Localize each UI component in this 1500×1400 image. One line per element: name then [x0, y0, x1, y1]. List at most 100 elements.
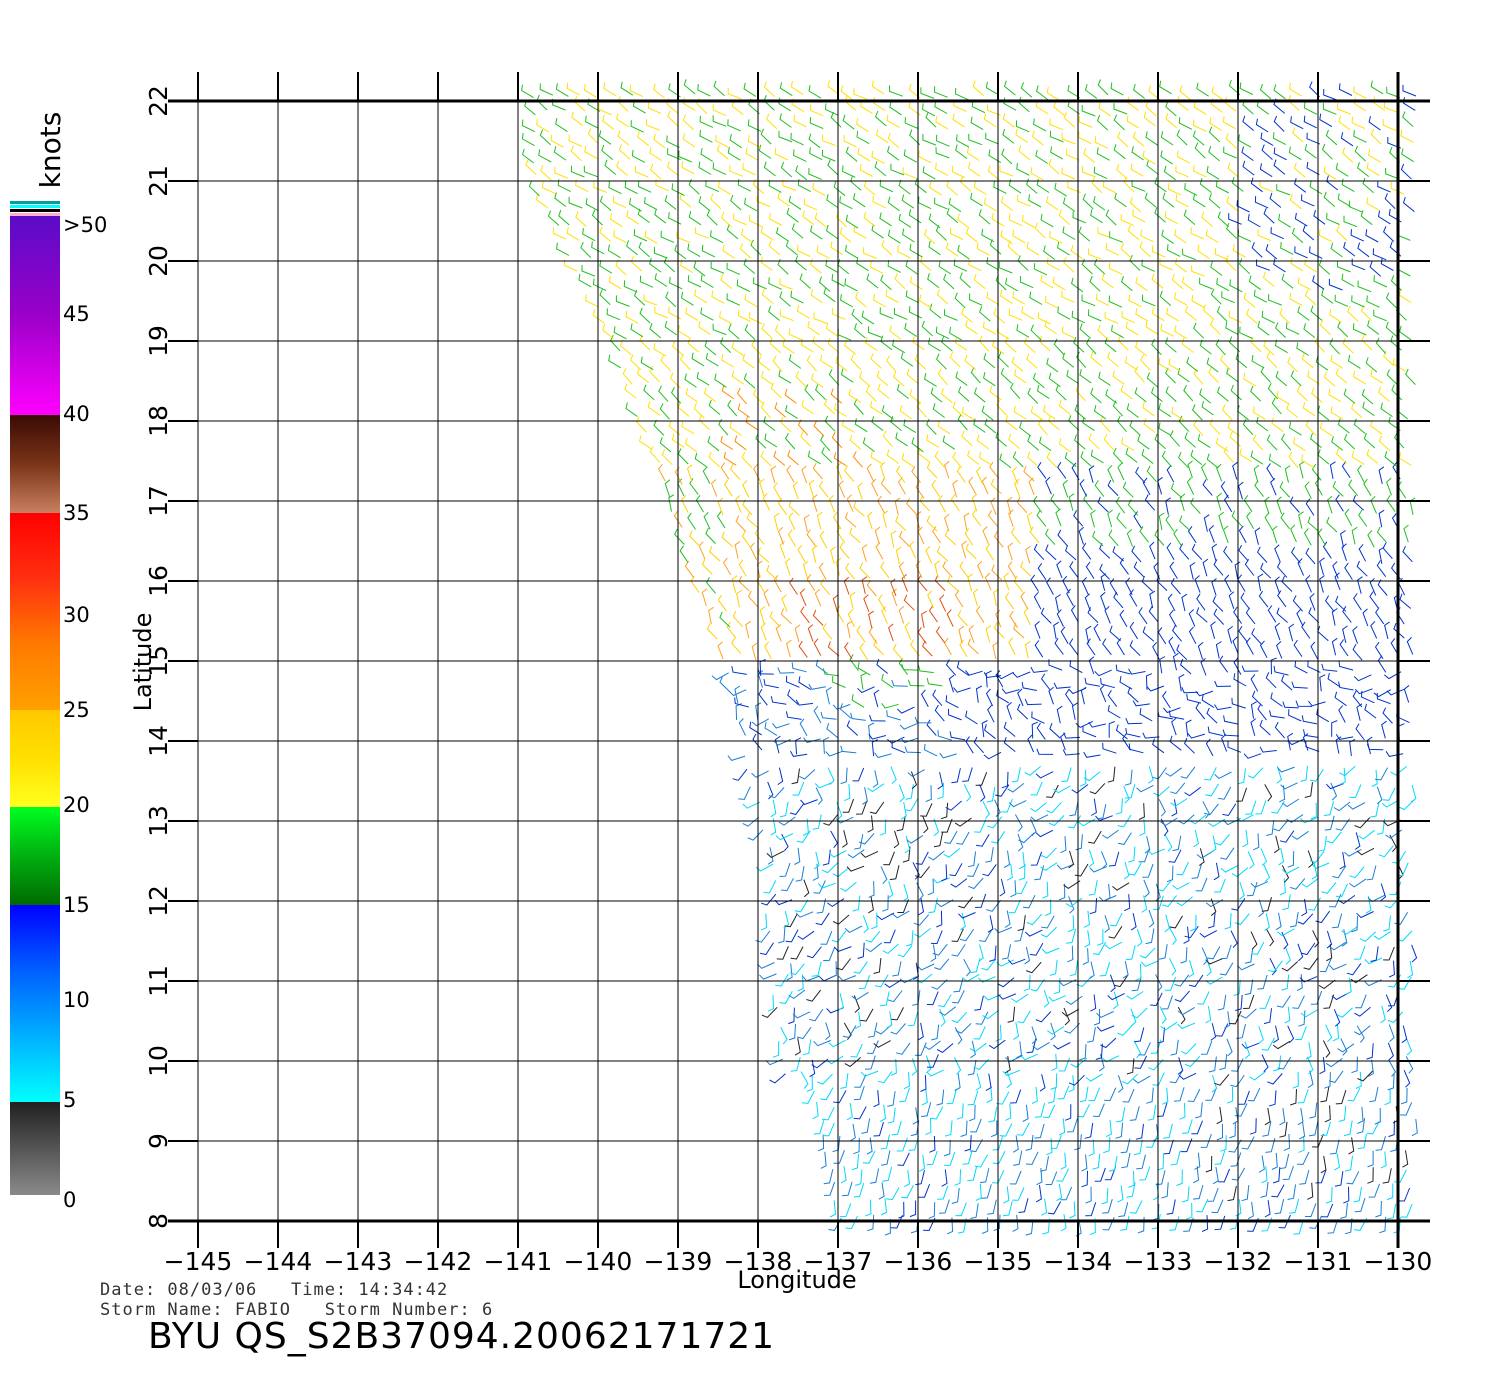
wind-barb [687, 512, 696, 530]
wind-barb [550, 134, 564, 148]
wind-barb [1166, 464, 1175, 483]
wind-barb [1031, 130, 1044, 146]
wind-barb [1338, 83, 1353, 96]
wind-barb [883, 929, 896, 944]
wind-barb [1149, 541, 1156, 560]
wind-barb [887, 881, 894, 899]
wind-barb [1269, 957, 1277, 976]
wind-barb [1003, 1186, 1010, 1204]
wind-barb [917, 1022, 924, 1041]
wind-barb [1096, 147, 1110, 161]
wind-barb [1125, 718, 1143, 725]
wind-barb [838, 480, 846, 498]
wind-barb [983, 353, 996, 369]
wind-barb [1005, 1103, 1012, 1121]
wind-barb [783, 910, 790, 929]
wind-barb [1377, 210, 1391, 225]
wind-barb [734, 541, 741, 559]
wind-barb [1056, 1168, 1069, 1182]
wind-barb [1113, 114, 1125, 131]
wind-barb [919, 495, 931, 512]
wind-barb [785, 405, 798, 419]
wind-barb [1290, 257, 1304, 272]
wind-barb [1196, 82, 1209, 97]
y-tick-label: 22 [144, 85, 173, 117]
wind-barb [954, 1169, 962, 1186]
wind-barb [778, 816, 796, 826]
wind-barb [942, 561, 953, 578]
wind-barb [982, 864, 997, 877]
wind-barb [852, 451, 863, 468]
wind-barb [1062, 197, 1076, 212]
wind-barb [1205, 783, 1219, 797]
wind-barb [1275, 370, 1288, 387]
wind-barb [668, 211, 682, 225]
wind-barb [809, 104, 824, 117]
wind-barb [948, 708, 962, 721]
wind-barb [1141, 294, 1156, 307]
wind-barb [1400, 129, 1414, 143]
wind-barb [1280, 512, 1290, 530]
wind-barb [1361, 334, 1373, 351]
wind-barb [1045, 544, 1057, 561]
wind-barb [1231, 898, 1246, 911]
wind-barb [1206, 707, 1218, 724]
wind-barb [1184, 1055, 1201, 1068]
wind-barb [797, 974, 804, 992]
wind-barb [1290, 116, 1304, 130]
wind-barb [1096, 1025, 1115, 1032]
wind-barb [986, 257, 1000, 271]
wind-barb [1357, 242, 1370, 258]
wind-barb [1040, 673, 1051, 691]
wind-barb [1053, 977, 1061, 995]
wind-barb [1216, 463, 1223, 482]
wind-barb [1145, 673, 1153, 690]
wind-barb [882, 943, 899, 954]
wind-barb [857, 686, 875, 694]
wind-barb [890, 530, 897, 548]
wind-barb [716, 511, 726, 529]
wind-barb [1157, 1154, 1164, 1171]
wind-barb [772, 1041, 780, 1058]
wind-barb [967, 1090, 979, 1106]
wind-barb [796, 244, 811, 257]
wind-barb [1287, 738, 1305, 746]
wind-barb [926, 1150, 938, 1166]
wind-barb [1343, 215, 1358, 228]
wind-barb [736, 589, 743, 608]
wind-barb [1279, 308, 1291, 325]
wind-barb [1329, 338, 1340, 355]
wind-barb [765, 1058, 784, 1066]
wind-barb [886, 710, 901, 721]
wind-barb [1089, 1218, 1096, 1236]
wind-barb [918, 150, 932, 164]
wind-barb [802, 1039, 812, 1056]
wind-barb [1067, 815, 1082, 829]
wind-barb [1347, 354, 1361, 369]
wind-barb [755, 863, 774, 872]
wind-barb [1010, 880, 1017, 898]
wind-barb [772, 722, 790, 729]
wind-barb [822, 668, 839, 677]
wind-barb [925, 1055, 932, 1074]
wind-barb [776, 946, 789, 960]
wind-barb [843, 134, 857, 148]
wind-barb [832, 594, 839, 613]
wind-barb [1191, 1120, 1203, 1135]
wind-barb [1063, 732, 1081, 739]
wind-barb [862, 915, 869, 934]
wind-barb [844, 465, 855, 482]
wind-barb [939, 1006, 957, 1016]
wind-barb [906, 498, 917, 515]
wind-barb [643, 197, 658, 211]
wind-barb [1122, 1088, 1135, 1103]
wind-barb [1351, 295, 1365, 308]
wind-barb [848, 388, 861, 404]
wind-barb [1104, 312, 1119, 324]
wind-barb [1082, 193, 1094, 210]
wind-barb [1024, 766, 1042, 776]
wind-barb [821, 149, 836, 162]
wind-barb [1366, 162, 1380, 177]
wind-barb [1128, 1171, 1135, 1188]
wind-barb [832, 703, 851, 710]
